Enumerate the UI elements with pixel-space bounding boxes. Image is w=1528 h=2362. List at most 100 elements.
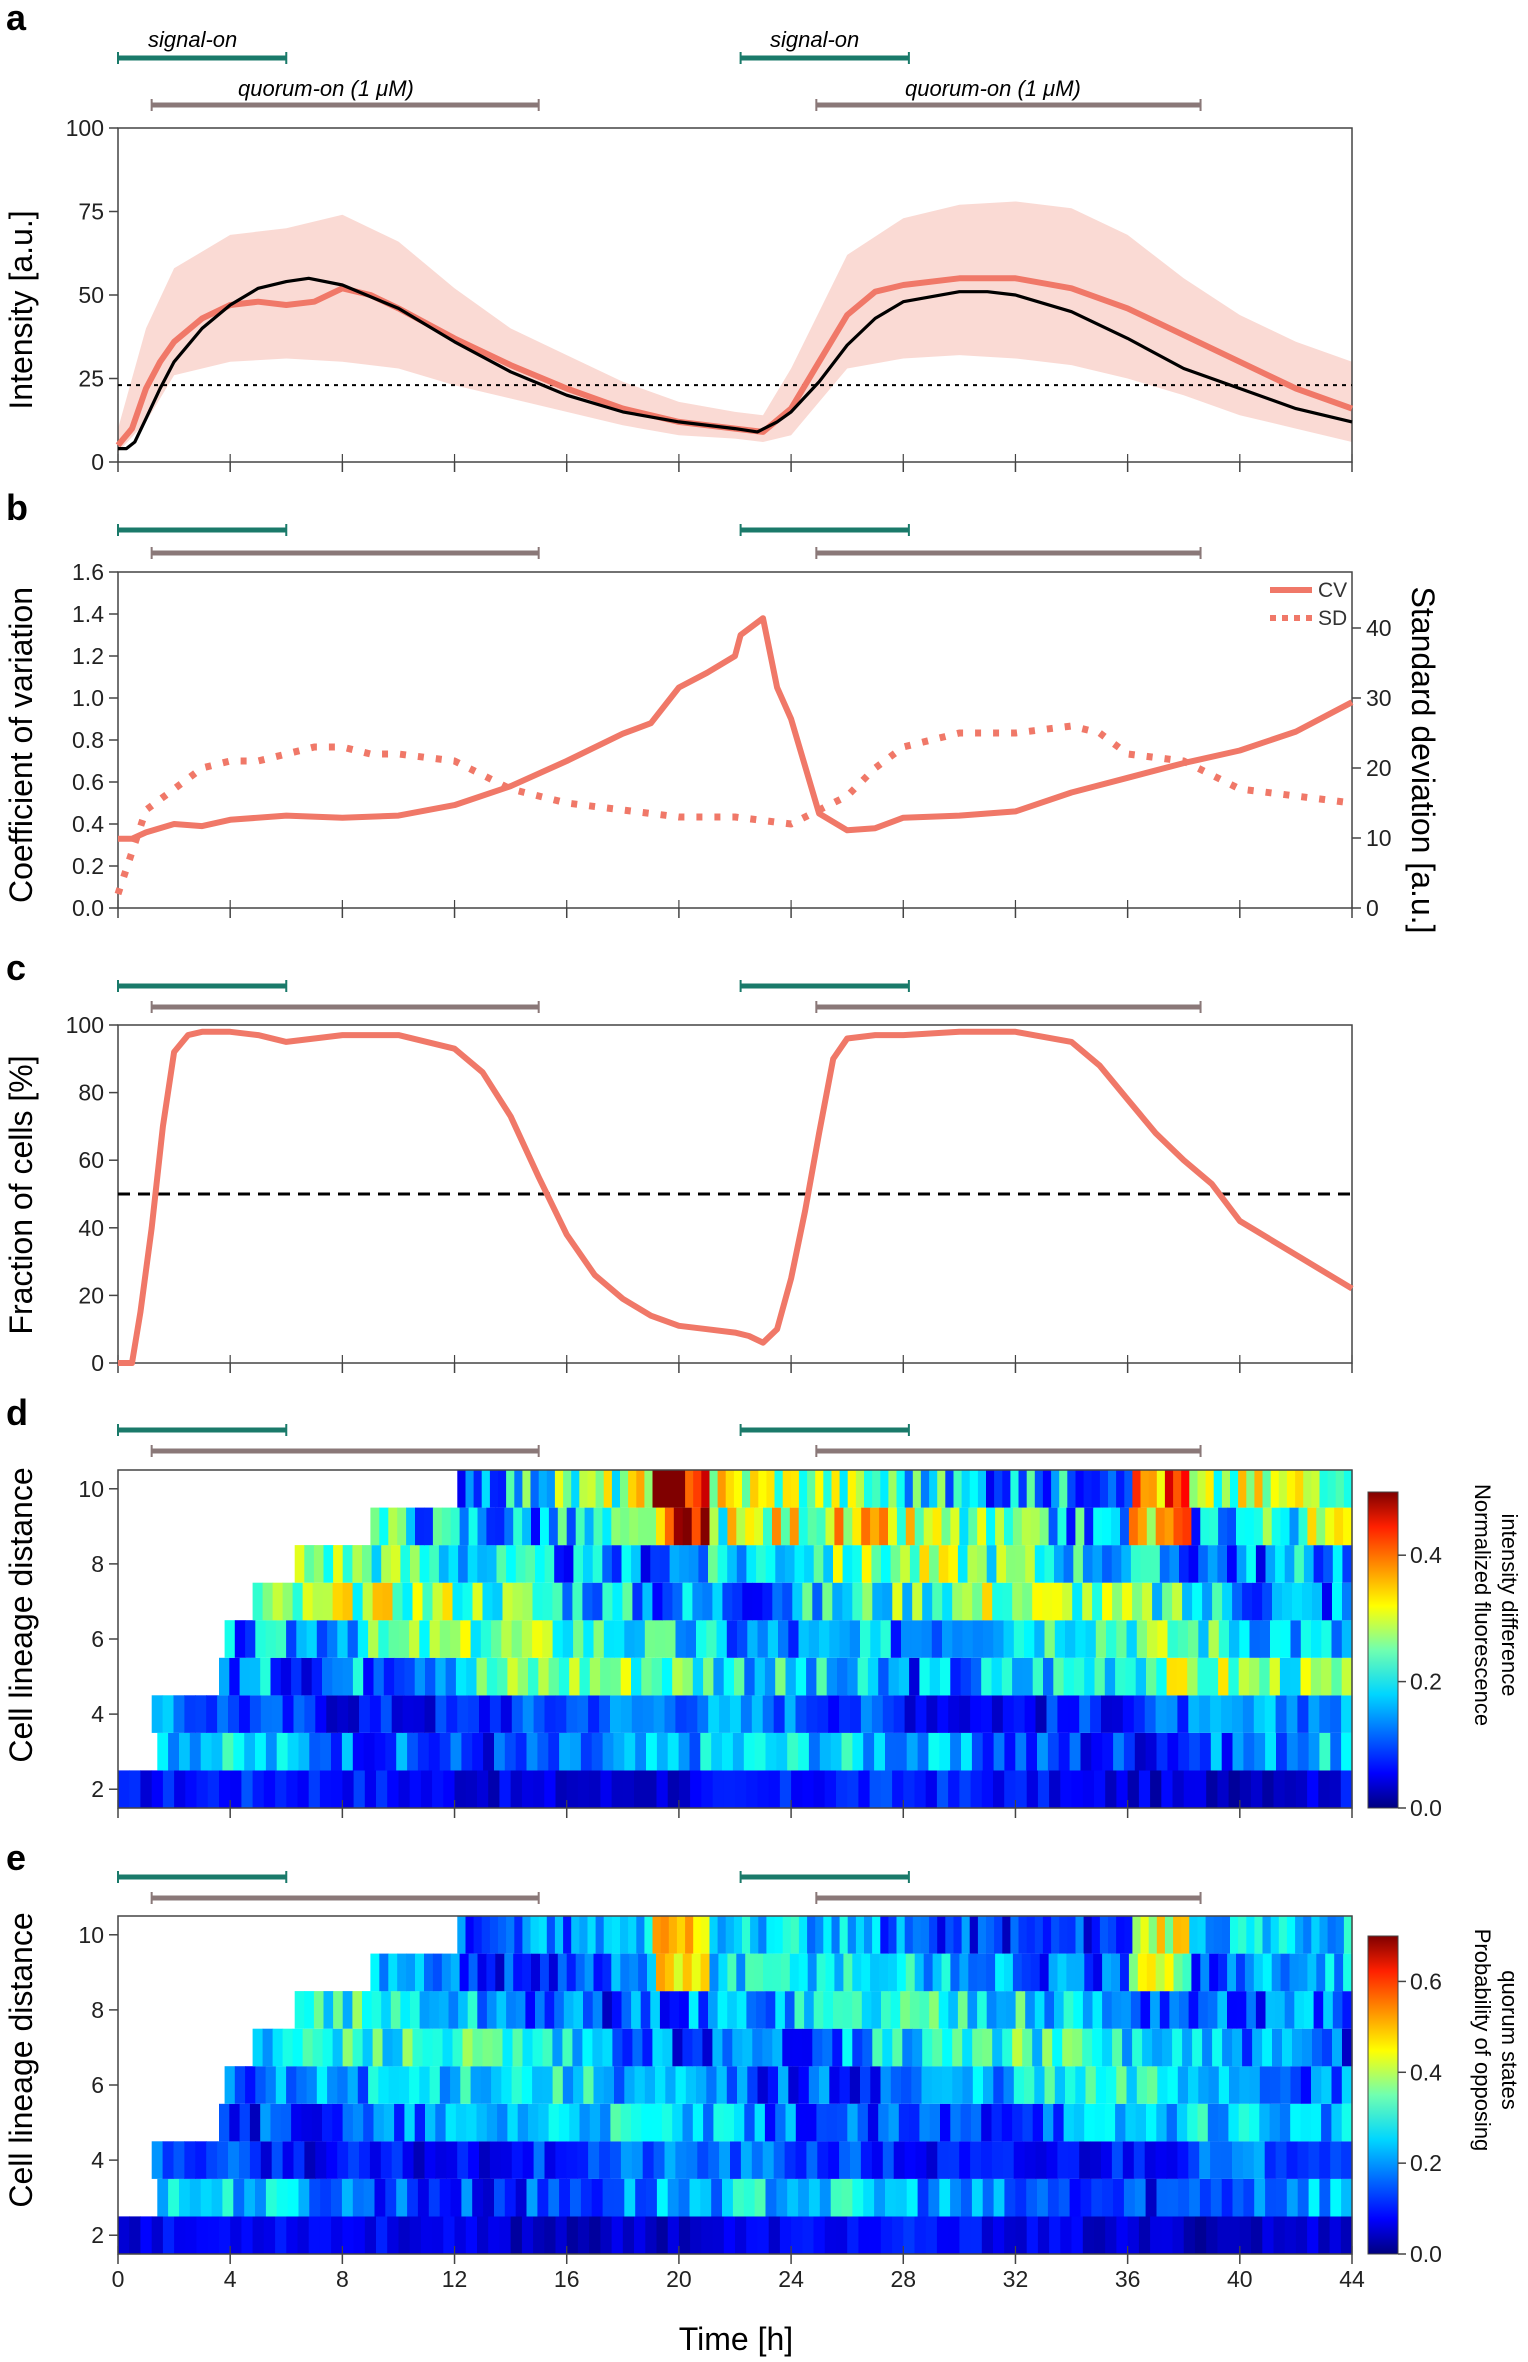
panel-d-cell [804, 1545, 815, 1583]
panel-d-cell [468, 1695, 480, 1733]
panel-d-cell [327, 1620, 338, 1658]
panel-e-cell [880, 2066, 892, 2104]
panel-d-cell [304, 1695, 316, 1733]
panel-d-cell [1104, 1657, 1116, 1696]
panel-e-cell [1048, 1953, 1059, 1992]
panel-d-cell [502, 1582, 514, 1621]
panel-d-cell [438, 1545, 450, 1583]
panel-d-cell [511, 1695, 524, 1733]
panel-d-cell [189, 1732, 202, 1771]
panel-e-cell [640, 1991, 651, 2029]
panel-d-cell [653, 1695, 666, 1733]
panel-e-cell [802, 2028, 813, 2067]
panel-d-cell [857, 1657, 869, 1696]
panel-d-cell [841, 1732, 853, 1771]
panel-e-cell [1106, 2066, 1117, 2104]
panel-e-cell [1228, 2216, 1241, 2254]
panel-d-cell [1197, 1470, 1207, 1508]
panel-e-cell [1330, 2141, 1342, 2179]
panel-e-cell [1275, 2141, 1288, 2179]
panel-e-cell [239, 2103, 251, 2142]
panel-d-cell [544, 1770, 557, 1808]
panel-e-cell [591, 2178, 604, 2217]
panel-d-cell [754, 1657, 766, 1696]
panel-d-cell [1172, 1582, 1183, 1621]
panel-d-cell [892, 1582, 903, 1621]
panel-e-colorbar [1367, 1935, 1399, 2255]
panel-d-cell [785, 1657, 797, 1696]
panel-e-cell [1108, 1916, 1117, 1954]
panel-e-cell [1228, 2103, 1240, 2142]
panel-d-cell [762, 1695, 775, 1733]
panel-e-cell [1003, 2066, 1015, 2104]
panel-d-cell [602, 1545, 613, 1583]
panel-e-cell [1286, 2178, 1299, 2217]
panel-e-cell [833, 1991, 844, 2029]
panel-d-cell [312, 1582, 324, 1621]
x-tick-label: 12 [442, 2266, 468, 2292]
panel-e-cell [239, 2141, 251, 2179]
panel-e-cell [1188, 1991, 1199, 2029]
panel-e-cell [1095, 2066, 1107, 2104]
panel-e-cell [700, 2178, 712, 2217]
panel-e-cell [829, 2066, 841, 2104]
panel-d-cell [852, 1507, 862, 1546]
panel-e-cell [315, 2141, 327, 2179]
panel-d-cell [1334, 1507, 1344, 1546]
panel-d-cell [795, 1657, 807, 1696]
panel-e-cell [1221, 2141, 1233, 2179]
panel-e-cell [396, 2178, 408, 2217]
panel-e-cell [442, 2028, 454, 2067]
panel-e-cell [614, 2066, 625, 2104]
panel-d-cell [1026, 1470, 1036, 1508]
panel-e-cell [1342, 1991, 1353, 2029]
panel-d-cell [806, 1657, 817, 1696]
panel-e-cell [900, 1991, 911, 2029]
panel-d-cell [1176, 1657, 1188, 1696]
panel-d-cell [696, 1620, 707, 1658]
panel-d-cell [719, 1695, 731, 1733]
panel-e-cell [1085, 2066, 1097, 2104]
panel-d-cell [276, 1732, 289, 1771]
panel-d-cell [538, 1657, 550, 1696]
panel-d-cell [570, 1732, 582, 1771]
panel-c-y-tick-label: 40 [78, 1215, 104, 1241]
panel-e-cell [950, 1953, 960, 1992]
panel-d-cell [162, 1695, 175, 1733]
panel-d-cell [650, 1545, 661, 1583]
panel-e-cell [1218, 2103, 1229, 2142]
panel-e-cell [813, 1991, 824, 2029]
panel-d-cell [432, 1507, 443, 1546]
panel-e-cell [673, 1953, 684, 1992]
panel-d-cell [1105, 1770, 1117, 1808]
panel-e-cell [1343, 1953, 1353, 1992]
panel-d-cell [646, 1732, 658, 1771]
panel-d-cell [991, 1695, 1004, 1733]
panel-d-cell [443, 1770, 456, 1808]
panel-e-cell [754, 1953, 764, 1992]
panel-d-cell [1300, 1657, 1312, 1696]
panel-e-cell [971, 2178, 984, 2217]
panel-e-cell [359, 2141, 371, 2179]
panel-e-cell [655, 2066, 666, 2104]
panel-e-cell [682, 2103, 694, 2142]
panel-e-cell [692, 2103, 704, 2142]
panel-d-cell [1210, 1732, 1223, 1771]
panel-e-cell [241, 2216, 254, 2254]
panel-e-cell [376, 2216, 388, 2254]
panel-d-cell [817, 1695, 829, 1733]
panel-e-cell [1295, 2216, 1308, 2254]
panel-d-cell [489, 1470, 499, 1508]
panel-e-y-tick-label: 4 [91, 2147, 104, 2173]
panel-e-cell [672, 2028, 683, 2067]
panel-d-cell [441, 1507, 452, 1546]
panel-d-cell [548, 1657, 560, 1696]
panel-d-cell [993, 1620, 1005, 1658]
panel-d-cell [1063, 1545, 1074, 1583]
panel-e-cell [892, 2028, 903, 2067]
panel-d-cell [239, 1695, 251, 1733]
panel-d-cell [1173, 1507, 1183, 1546]
panel-d-cell [746, 1545, 757, 1583]
panel-e-cell [1198, 1991, 1209, 2029]
panel-e-cell [260, 2141, 273, 2179]
